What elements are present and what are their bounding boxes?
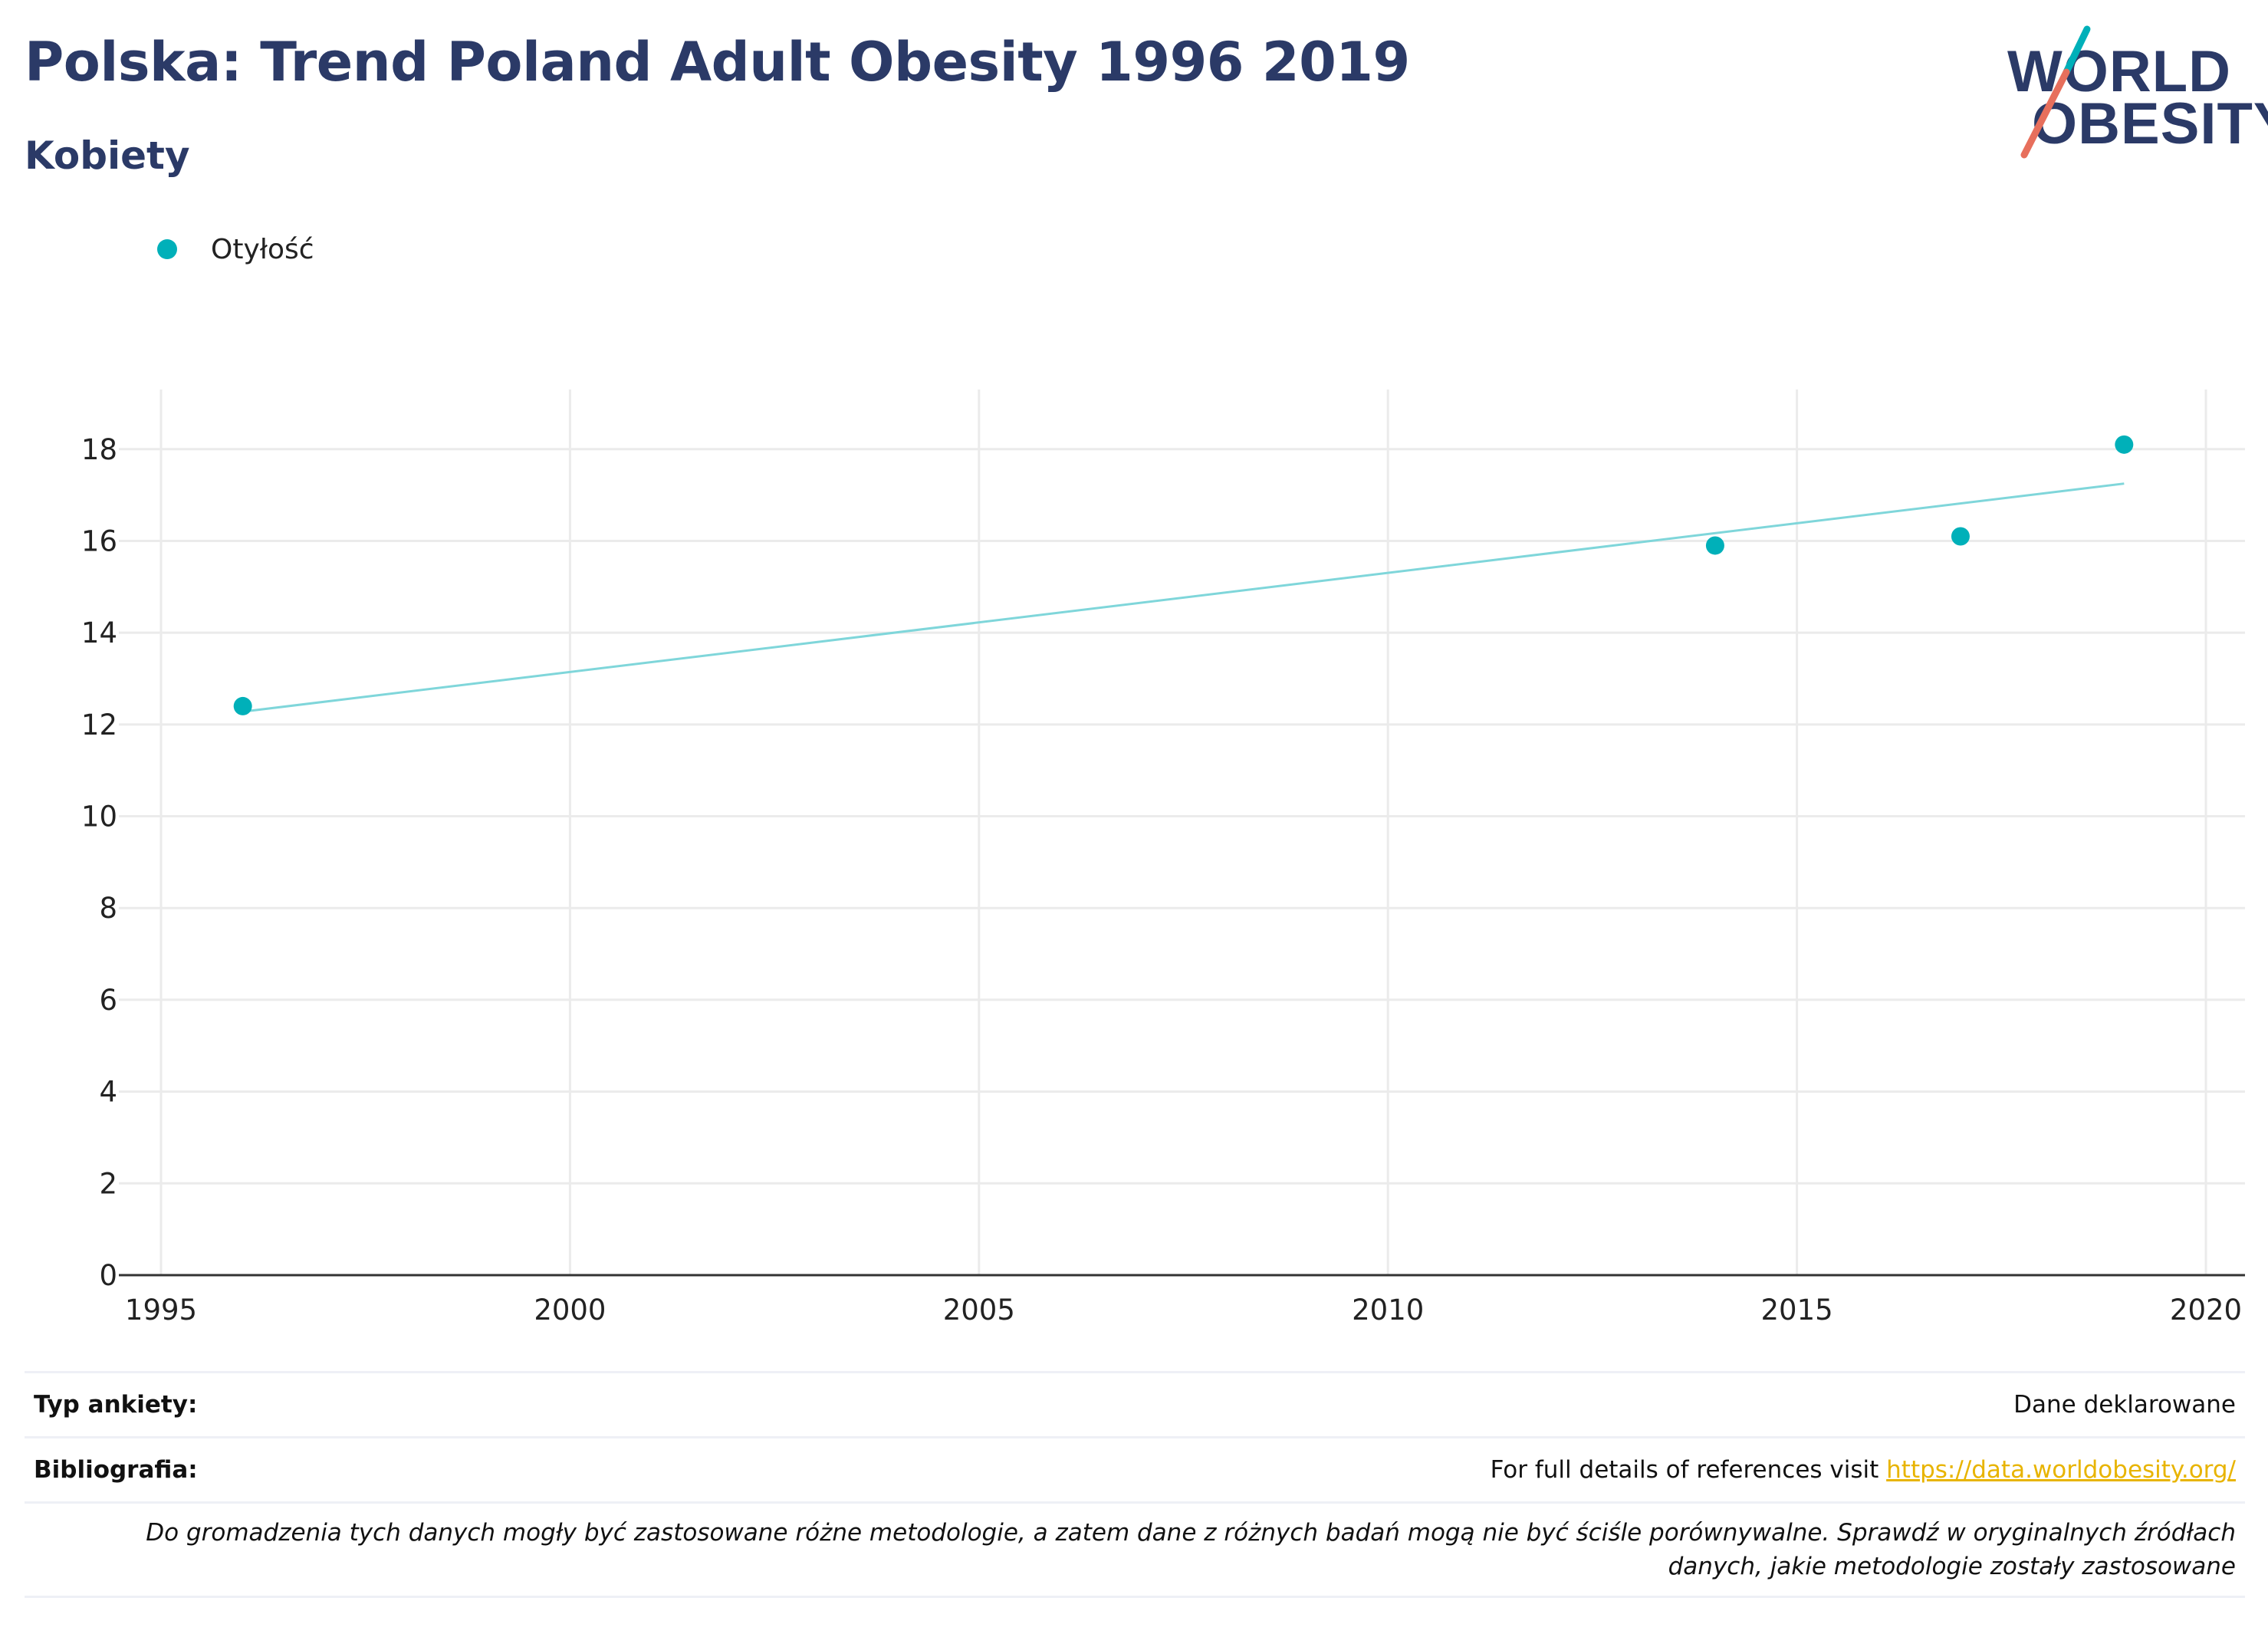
bibliography-label: Bibliografia: — [34, 1456, 198, 1484]
methodology-note-row: Do gromadzenia tych danych mogły być zas… — [25, 1501, 2245, 1598]
x-tick-label: 2015 — [1761, 1294, 1833, 1327]
survey-type-label: Typ ankiety: — [34, 1391, 198, 1419]
data-point — [1951, 527, 1970, 546]
y-tick-label: 8 — [99, 892, 117, 925]
page-subtitle: Kobiety — [25, 133, 190, 178]
bibliography-row: Bibliografia: For full details of refere… — [25, 1436, 2245, 1501]
y-tick-label: 6 — [99, 984, 117, 1017]
logo-slash-top — [2063, 25, 2091, 76]
y-tick-label: 2 — [99, 1167, 117, 1200]
chart-footer: Typ ankiety: Dane deklarowane Bibliograf… — [25, 1371, 2245, 1598]
survey-type-row: Typ ankiety: Dane deklarowane — [25, 1371, 2245, 1436]
bibliography-text: For full details of references visit — [1490, 1456, 1887, 1484]
logo-line1: WORLD — [2007, 39, 2232, 104]
x-tick-label: 1995 — [125, 1294, 197, 1327]
methodology-note: Do gromadzenia tych danych mogły być zas… — [146, 1519, 2236, 1580]
legend-marker — [157, 239, 177, 259]
y-tick-label: 12 — [81, 709, 117, 741]
data-point — [2115, 435, 2134, 454]
x-tick-label: 2005 — [943, 1294, 1015, 1327]
data-point — [1705, 536, 1724, 555]
y-tick-label: 14 — [81, 616, 117, 649]
y-tick-label: 4 — [99, 1076, 117, 1109]
y-tick-label: 16 — [81, 524, 117, 557]
world-obesity-logo: WORLD OBESITY — [1994, 23, 2268, 161]
data-point — [233, 696, 252, 715]
bibliography-value: For full details of references visit htt… — [1491, 1456, 2236, 1484]
bibliography-link[interactable]: https://data.worldobesity.org/ — [1886, 1456, 2236, 1484]
page-title: Polska: Trend Poland Adult Obesity 1996 … — [25, 31, 1410, 94]
chart-plot: 0 2 4 6 8 10 12 14 16 18 1995 2000 2005 2010 2015 2020 — [81, 390, 2245, 1327]
logo-slash-icon — [2020, 25, 2091, 159]
survey-type-value: Dane deklarowane — [2013, 1391, 2236, 1419]
x-tick-label: 2020 — [2170, 1294, 2242, 1327]
y-tick-label: 0 — [99, 1259, 117, 1292]
legend-label: Otyłość — [211, 233, 314, 265]
y-tick-label: 10 — [81, 801, 117, 833]
chart-legend[interactable]: Otyłość — [157, 230, 314, 268]
x-tick-label: 2010 — [1352, 1294, 1424, 1327]
trend-line — [242, 482, 2125, 713]
logo-slash-bottom — [2020, 68, 2070, 159]
x-tick-label: 2000 — [534, 1294, 606, 1327]
logo-line2: OBESITY — [2032, 91, 2268, 156]
y-tick-label: 18 — [81, 433, 117, 466]
